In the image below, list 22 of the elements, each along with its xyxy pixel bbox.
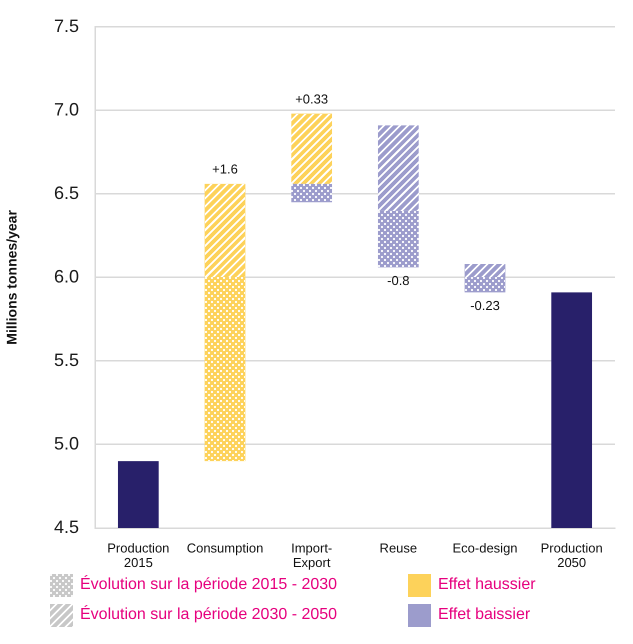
y-tick-label: 4.5 xyxy=(54,516,79,537)
x-tick-label: Eco-design xyxy=(452,540,518,556)
legend-label: Effet baissier xyxy=(438,606,530,624)
annotation: +0.33 xyxy=(295,91,328,106)
annotation: -0.8 xyxy=(387,272,410,288)
x-tick-label: Reuse xyxy=(380,540,418,556)
x-tick-label: Consumption xyxy=(186,540,264,556)
annotation: -0.23 xyxy=(470,298,500,314)
legend-label: Évolution sur la période 2015 - 2030 xyxy=(80,576,338,594)
x-tick-label: Production 2050 xyxy=(540,540,603,570)
y-tick-label: 5.0 xyxy=(54,433,79,454)
y-tick-label: 6.5 xyxy=(54,182,79,203)
x-tick-label: Production 2015 xyxy=(107,540,170,570)
y-axis-title: Millions tonnes/year xyxy=(3,210,20,345)
legend-label: Effet haussier xyxy=(438,576,536,594)
y-tick-label: 5.5 xyxy=(54,350,79,370)
y-tick-label: 6.0 xyxy=(54,266,79,286)
y-tick-label: 7.0 xyxy=(54,99,79,120)
legend-label: Évolution sur la période 2030 - 2050 xyxy=(80,606,338,624)
annotation: +1.6 xyxy=(212,161,238,176)
x-tick-label: Import-Export xyxy=(291,540,332,570)
y-tick-label: 7.5 xyxy=(54,16,79,36)
